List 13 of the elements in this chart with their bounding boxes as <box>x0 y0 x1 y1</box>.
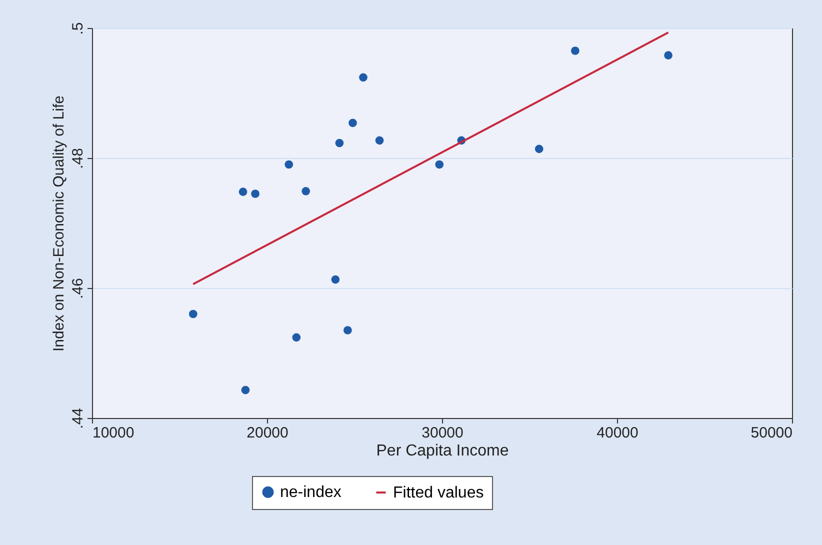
y-tick-label: .5 <box>70 22 86 35</box>
x-tick-label: 20000 <box>246 424 288 442</box>
x-axis-title: Per Capita Income <box>376 442 509 460</box>
y-tick-label: .44 <box>70 408 86 429</box>
y-axis-title: Index on Non-Economic Quality of Life <box>50 96 68 352</box>
y-tick-label: .48 <box>70 148 86 169</box>
legend-label: Fitted values <box>393 484 484 502</box>
x-tick-label: 50000 <box>750 424 792 442</box>
y-tick-label: .46 <box>70 278 86 299</box>
x-tick-label: 40000 <box>596 424 638 442</box>
x-tick-label: 10000 <box>92 424 134 442</box>
x-tick-label: 30000 <box>422 424 464 442</box>
legend-label: ne-index <box>280 484 342 502</box>
